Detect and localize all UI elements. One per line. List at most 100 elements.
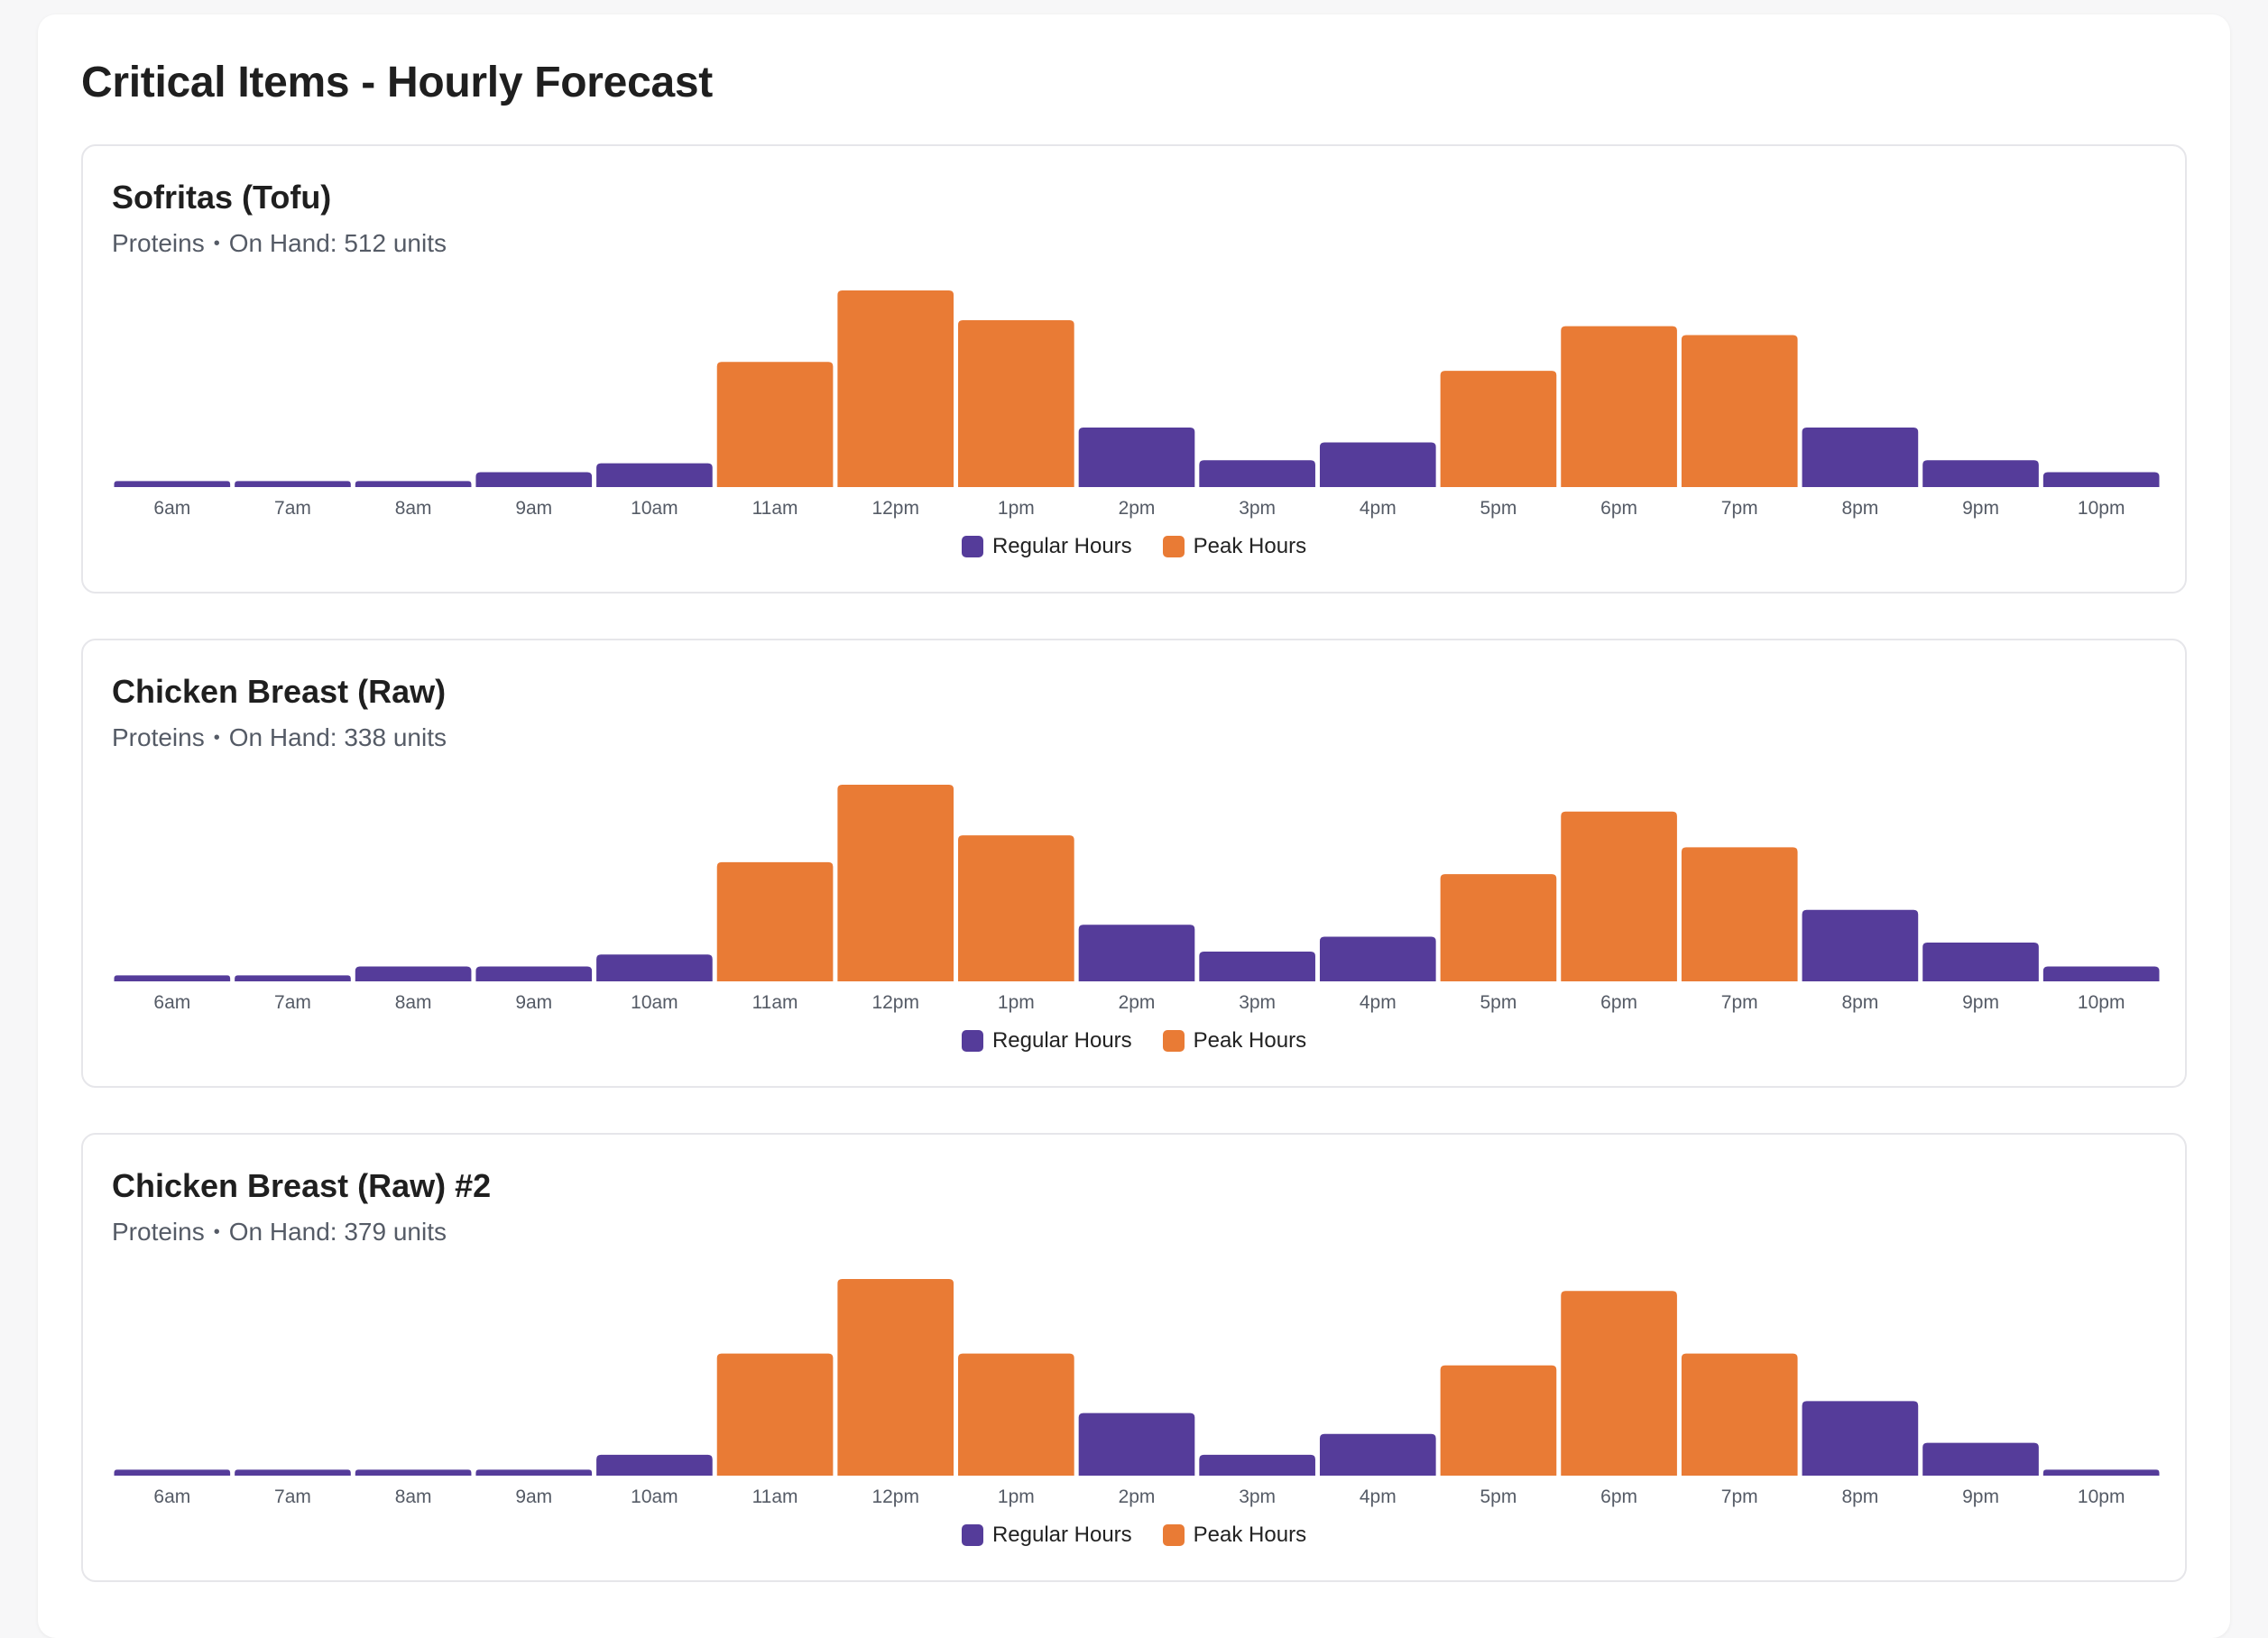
x-tick-label: 1pm bbox=[998, 992, 1035, 1013]
bar-10am bbox=[596, 1454, 713, 1476]
bar-9am bbox=[475, 472, 593, 487]
bar-6am bbox=[114, 1469, 231, 1476]
x-tick-label: 9am bbox=[515, 1486, 552, 1507]
x-tick-label: 9am bbox=[515, 992, 552, 1013]
item-card: Sofritas (Tofu) Proteins • On Hand: 512 un… bbox=[81, 144, 2187, 594]
bar-2pm bbox=[1078, 427, 1195, 487]
bar-2pm bbox=[1078, 1413, 1195, 1476]
x-tick-label: 12pm bbox=[871, 498, 919, 519]
legend-peak: Peak Hours bbox=[1162, 1523, 1306, 1548]
bar-12pm bbox=[837, 1279, 954, 1476]
x-tick-label: 3pm bbox=[1239, 992, 1276, 1013]
x-tick-label: 8pm bbox=[1841, 1486, 1878, 1507]
x-tick-label: 6pm bbox=[1600, 992, 1637, 1013]
legend-regular: Regular Hours bbox=[961, 1523, 1132, 1548]
x-tick-label: 10pm bbox=[2078, 498, 2125, 519]
x-tick-label: 4pm bbox=[1360, 498, 1397, 519]
x-tick-label: 7pm bbox=[1721, 498, 1758, 519]
bar-12pm bbox=[837, 785, 954, 981]
x-tick-label: 9am bbox=[515, 498, 552, 519]
x-tick-label: 9pm bbox=[1962, 1486, 1999, 1507]
x-tick-label: 4pm bbox=[1360, 1486, 1397, 1507]
x-tick-label: 8pm bbox=[1841, 992, 1878, 1013]
item-card: Chicken Breast (Raw) Proteins • On Hand: 3… bbox=[81, 639, 2187, 1088]
bar-8am bbox=[355, 966, 472, 981]
legend-peak-swatch bbox=[1162, 536, 1185, 557]
x-tick-label: 2pm bbox=[1119, 1486, 1156, 1507]
bar-4pm bbox=[1319, 442, 1436, 487]
bar-3pm bbox=[1199, 951, 1315, 981]
bar-5pm bbox=[1440, 1365, 1557, 1476]
legend-regular-swatch bbox=[961, 536, 983, 557]
x-tick-label: 10am bbox=[631, 992, 678, 1013]
bar-3pm bbox=[1199, 460, 1315, 487]
bar-11am bbox=[716, 1353, 834, 1476]
item-on-hand: On Hand: 512 units bbox=[228, 229, 447, 257]
bar-9pm bbox=[1922, 943, 2039, 981]
bar-10am bbox=[596, 954, 713, 981]
x-tick-label: 11am bbox=[752, 992, 798, 1013]
x-tick-label: 5pm bbox=[1480, 992, 1517, 1013]
chart-legend: Regular Hours Peak Hours bbox=[83, 1028, 2185, 1054]
x-tick-label: 1pm bbox=[998, 1486, 1035, 1507]
bar-8pm bbox=[1802, 1401, 1919, 1476]
chart-legend: Regular Hours Peak Hours bbox=[83, 534, 2185, 559]
bar-6pm bbox=[1561, 326, 1677, 487]
legend-regular: Regular Hours bbox=[961, 1028, 1132, 1054]
x-tick-label: 10am bbox=[631, 498, 678, 519]
x-tick-label: 8am bbox=[395, 1486, 432, 1507]
bar-7pm bbox=[1681, 847, 1798, 981]
legend-regular: Regular Hours bbox=[961, 534, 1132, 559]
x-tick-label: 6pm bbox=[1600, 498, 1637, 519]
item-title: Chicken Breast (Raw) #2 bbox=[112, 1167, 492, 1204]
x-tick-label: 9pm bbox=[1962, 992, 1999, 1013]
x-tick-label: 10pm bbox=[2078, 992, 2125, 1013]
x-tick-label: 7am bbox=[274, 1486, 311, 1507]
x-tick-label: 11am bbox=[752, 498, 798, 519]
x-tick-label: 12pm bbox=[871, 992, 919, 1013]
bar-4pm bbox=[1319, 1433, 1436, 1476]
chart-legend: Regular Hours Peak Hours bbox=[83, 1523, 2185, 1548]
legend-regular-swatch bbox=[961, 1030, 983, 1052]
bar-6pm bbox=[1561, 1291, 1677, 1476]
item-on-hand: On Hand: 338 units bbox=[228, 723, 447, 751]
item-title: Chicken Breast (Raw) bbox=[112, 673, 447, 710]
bar-5pm bbox=[1440, 371, 1557, 487]
item-subtitle: Proteins • On Hand: 379 units bbox=[112, 1218, 447, 1246]
x-tick-label: 7am bbox=[274, 498, 311, 519]
legend-regular-swatch bbox=[961, 1524, 983, 1546]
bar-7pm bbox=[1681, 1353, 1798, 1476]
x-tick-label: 2pm bbox=[1119, 992, 1156, 1013]
bar-3pm bbox=[1199, 1454, 1315, 1476]
bar-11am bbox=[716, 861, 834, 981]
x-tick-label: 12pm bbox=[871, 1486, 919, 1507]
item-card: Chicken Breast (Raw) #2 Proteins • On Hand… bbox=[81, 1133, 2187, 1582]
bar-4pm bbox=[1319, 936, 1436, 981]
bar-8am bbox=[355, 481, 472, 487]
x-tick-label: 6pm bbox=[1600, 1486, 1637, 1507]
bar-8pm bbox=[1802, 427, 1919, 487]
bar-7am bbox=[235, 1469, 351, 1476]
x-tick-label: 11am bbox=[752, 1486, 798, 1507]
item-category: Proteins bbox=[112, 1218, 205, 1246]
x-tick-label: 1pm bbox=[998, 498, 1035, 519]
bar-8am bbox=[355, 1469, 472, 1476]
bar-10pm bbox=[2042, 472, 2160, 487]
bar-5pm bbox=[1440, 874, 1557, 981]
hourly-bar-chart: 6am 7am 8am 9am 10am 11am 12pm 1pm 2pm 3pm 4pm 5pm 6… bbox=[114, 785, 2160, 1013]
bar-6am bbox=[114, 975, 231, 981]
bar-7pm bbox=[1681, 335, 1798, 487]
x-tick-label: 7pm bbox=[1721, 1486, 1758, 1507]
bar-1pm bbox=[958, 835, 1074, 981]
hourly-bar-chart: 6am 7am 8am 9am 10am 11am 12pm 1pm 2pm 3pm 4pm 5pm 6… bbox=[114, 1279, 2160, 1507]
bar-7am bbox=[235, 975, 351, 981]
x-tick-label: 5pm bbox=[1480, 1486, 1517, 1507]
x-tick-label: 7pm bbox=[1721, 992, 1758, 1013]
hourly-bar-chart: 6am 7am 8am 9am 10am 11am 12pm 1pm 2pm 3pm 4pm 5pm 6… bbox=[114, 290, 2160, 519]
item-subtitle: Proteins • On Hand: 512 units bbox=[112, 229, 447, 257]
x-tick-label: 9pm bbox=[1962, 498, 1999, 519]
x-tick-label: 8am bbox=[395, 992, 432, 1013]
x-tick-label: 6am bbox=[153, 498, 190, 519]
legend-peak: Peak Hours bbox=[1162, 534, 1306, 559]
x-tick-label: 7am bbox=[274, 992, 311, 1013]
